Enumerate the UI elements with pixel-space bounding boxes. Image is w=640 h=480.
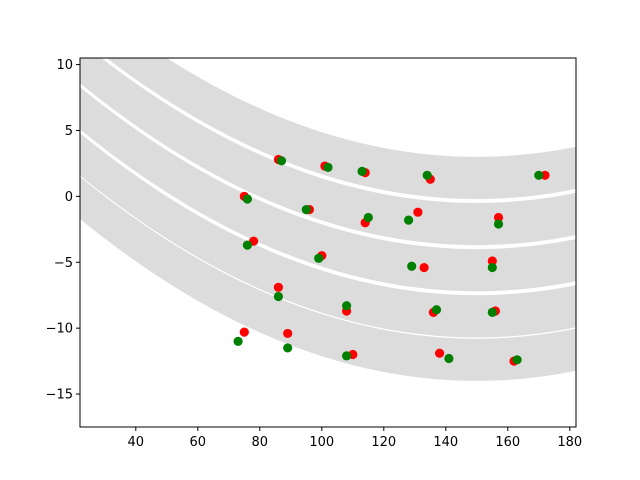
series-2-point — [512, 355, 522, 365]
series-2-point — [534, 170, 544, 180]
x-tick-label: 40 — [128, 435, 145, 450]
series-2-point — [444, 353, 454, 364]
x-tick-label: 140 — [433, 435, 458, 450]
series-2-point — [487, 307, 497, 317]
series-1-point — [283, 328, 293, 339]
band-3 — [80, 87, 576, 292]
series-1-point — [413, 207, 423, 217]
series-1-point — [487, 256, 497, 266]
series-2-point — [493, 219, 504, 229]
series-2-point — [301, 204, 311, 215]
x-tick-label: 120 — [371, 435, 396, 450]
series-2-point — [233, 336, 243, 346]
series-2-point — [242, 194, 252, 204]
plot-frame — [79, 57, 577, 428]
series-2-point — [314, 253, 324, 263]
series-2-point — [242, 240, 252, 250]
y-tick-label: 5 — [65, 124, 73, 139]
points-layer — [233, 154, 550, 366]
x-tick-label: 80 — [252, 435, 269, 450]
series-2-point — [404, 215, 414, 225]
series-2-point — [487, 262, 497, 273]
series-2-point — [363, 212, 373, 223]
y-tick-label: 10 — [56, 58, 73, 73]
x-axis: 40 60 80 100 120 140 160 180 — [128, 427, 582, 450]
x-tick-label: 180 — [557, 435, 582, 450]
series-2-point — [422, 170, 432, 180]
series-1-point — [239, 327, 249, 337]
series-1-point — [435, 348, 445, 358]
series-1-point — [273, 282, 283, 292]
series-2-point — [431, 305, 442, 315]
y-axis: 10 5 0 −5 −10 −15 — [46, 58, 80, 403]
series-2-point — [357, 166, 367, 176]
series-2-point — [407, 261, 417, 271]
band-1 — [106, 58, 576, 200]
y-tick-label: 0 — [65, 190, 73, 205]
band-5 — [80, 176, 576, 381]
x-tick-label: 160 — [495, 435, 520, 450]
band-4 — [80, 133, 576, 338]
band-2 — [80, 58, 576, 246]
y-tick-label: −10 — [46, 322, 73, 337]
series-2-point — [342, 301, 352, 311]
series-2-point — [273, 291, 283, 302]
series-2-point — [283, 343, 293, 353]
series-1-point — [493, 212, 504, 223]
series-1-point — [419, 262, 429, 273]
series-2-point — [342, 351, 352, 361]
x-tick-label: 100 — [309, 435, 334, 450]
band-layer — [80, 58, 576, 381]
x-tick-label: 60 — [190, 435, 207, 450]
series-2-point — [323, 162, 333, 172]
y-tick-label: −5 — [54, 256, 73, 271]
y-tick-label: −15 — [46, 388, 73, 403]
series-2-point — [276, 156, 287, 166]
